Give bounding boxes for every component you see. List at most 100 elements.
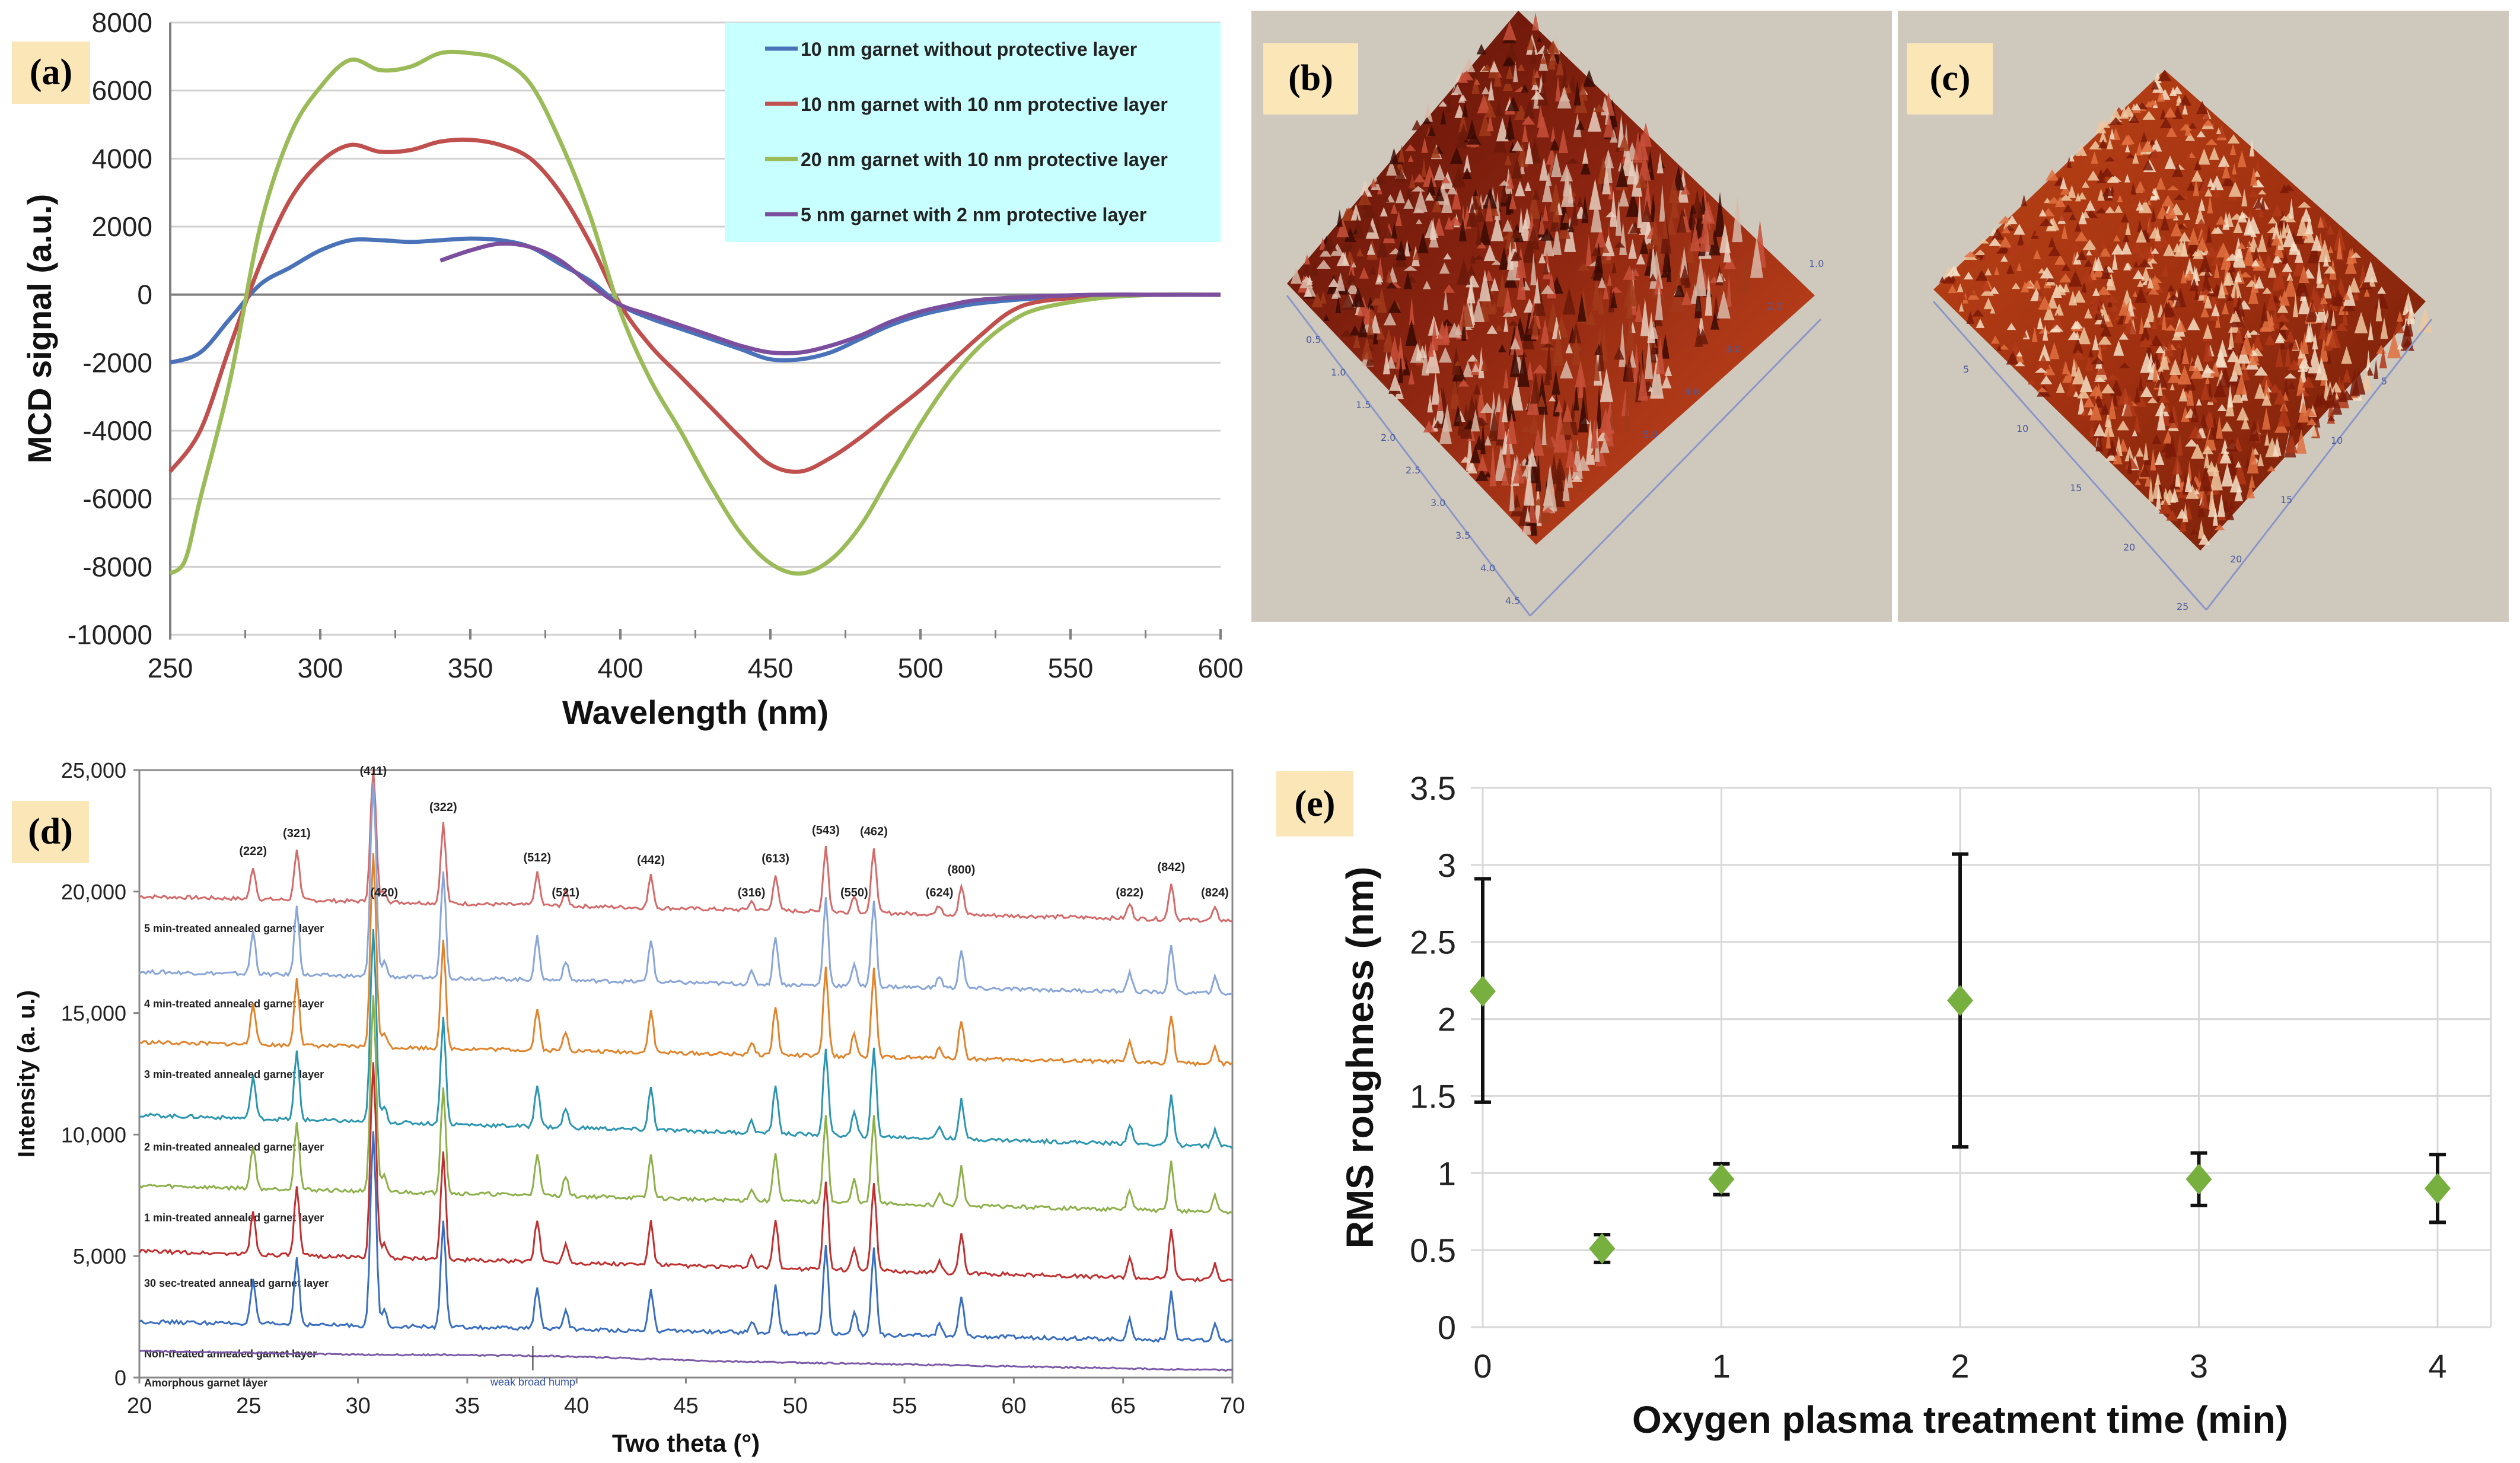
afm-b-tick-label: 2.0 <box>1381 432 1396 443</box>
afm-peak <box>2221 463 2234 487</box>
afm-peak <box>2138 259 2152 268</box>
afm-peak <box>1502 219 1513 232</box>
afm-peak <box>1460 70 1474 81</box>
afm-peak <box>1570 322 1582 344</box>
afm-peak <box>2366 349 2371 371</box>
afm-peak <box>1311 292 1323 308</box>
afm-peak <box>2332 288 2344 307</box>
afm-peak <box>2100 236 2107 249</box>
afm-peak <box>1589 178 1601 210</box>
afm-peak <box>1680 185 1690 195</box>
afm-peak <box>1366 333 1375 339</box>
afm-peak <box>1616 164 1628 187</box>
afm-peak <box>2031 327 2038 342</box>
afm-peak <box>2132 269 2145 279</box>
afm-peak <box>2327 352 2332 364</box>
afm-peak <box>1346 281 1359 294</box>
afm-peak <box>2261 408 2271 430</box>
afm-peak <box>1957 283 1964 292</box>
afm-peak <box>1509 194 1517 209</box>
afm-peak <box>2095 428 2104 451</box>
afm-peak <box>1680 209 1686 217</box>
afm-peak <box>2258 208 2264 218</box>
afm-peak <box>1477 454 1488 471</box>
afm-peak <box>1989 237 2002 246</box>
afm-peak <box>1460 403 1473 439</box>
afm-peak <box>1422 117 1432 124</box>
afm-peak <box>1974 249 1987 256</box>
afm-peak <box>2275 313 2290 322</box>
afm-peak <box>2204 377 2211 384</box>
afm-peak <box>1336 209 1343 227</box>
afm-peak <box>2207 195 2213 214</box>
afm-peak <box>2128 192 2134 199</box>
afm-peak <box>2254 158 2261 171</box>
afm-peak <box>2362 370 2372 391</box>
afm-image-untreated: 0.5 1.0 1.5 2.0 2.5 3.0 3.5 4.0 4.5 5.0 4.0 3.0 2.0 1… <box>1251 11 1892 622</box>
afm-peak <box>2201 273 2212 292</box>
afm-peak <box>2101 265 2111 279</box>
afm-peak <box>1601 321 1608 361</box>
afm-peak <box>2049 342 2060 360</box>
afm-peak <box>1449 147 1464 164</box>
afm-b-tick-label: 3.0 <box>1431 497 1445 508</box>
afm-peak <box>2182 104 2188 115</box>
afm-peak <box>1421 137 1428 153</box>
afm-peak <box>1441 176 1451 184</box>
afm-peak <box>2222 271 2232 286</box>
afm-peak <box>2040 375 2053 384</box>
afm-peak <box>2118 332 2129 340</box>
afm-peak <box>2209 484 2215 510</box>
afm-peak <box>2203 450 2210 469</box>
afm-peak <box>1677 209 1687 233</box>
afm-peak <box>2077 387 2090 399</box>
afm-peak <box>2069 213 2077 221</box>
afm-peak <box>2098 335 2112 345</box>
afm-peak <box>1438 389 1444 410</box>
afm-peak <box>2347 247 2357 263</box>
afm-peak <box>2200 288 2212 295</box>
afm-peak <box>2147 217 2153 234</box>
afm-peak <box>1389 336 1400 362</box>
afm-peak <box>1603 282 1609 300</box>
afm-peak <box>2156 205 2169 220</box>
afm-peak <box>1389 148 1399 165</box>
afm-peak <box>1442 403 1452 432</box>
afm-peak <box>2312 332 2318 349</box>
afm-peak <box>2038 296 2051 310</box>
afm-peak <box>2158 69 2172 81</box>
afm-peak <box>2006 215 2018 224</box>
afm-peak <box>1462 167 1472 180</box>
afm-peak <box>2184 269 2196 281</box>
afm-peak <box>2002 225 2011 234</box>
afm-peak <box>2091 357 2105 365</box>
mcd-legend-entry: 10 nm garnet with 10 nm protective layer <box>801 94 1168 115</box>
afm-peak <box>1351 287 1365 307</box>
afm-peak <box>1483 187 1498 209</box>
afm-peak <box>1457 258 1471 285</box>
afm-peak <box>1423 166 1437 187</box>
afm-peak <box>2159 117 2172 129</box>
afm-peak <box>2207 177 2215 187</box>
afm-peak <box>2151 247 2159 254</box>
afm-peak <box>1485 196 1493 222</box>
afm-peak <box>2359 263 2367 284</box>
afm-peak <box>2106 138 2114 150</box>
afm-peak <box>1562 403 1573 422</box>
afm-peak <box>2239 212 2249 218</box>
afm-peak <box>1661 375 1672 389</box>
afm-peak <box>1346 269 1356 286</box>
afm-peak <box>2100 323 2112 337</box>
afm-peak <box>2016 351 2023 357</box>
afm-peak <box>1398 145 1405 163</box>
xrd-xtick-label: 20 <box>127 1394 152 1419</box>
afm-peak <box>2171 488 2179 502</box>
afm-peak <box>2169 383 2175 390</box>
afm-peak <box>2274 243 2280 256</box>
afm-peak <box>1409 174 1416 189</box>
afm-peak <box>1508 320 1518 326</box>
afm-peak <box>2193 249 2204 259</box>
afm-peak <box>1521 84 1529 93</box>
afm-peak <box>1710 312 1719 330</box>
afm-peak <box>2366 367 2374 376</box>
